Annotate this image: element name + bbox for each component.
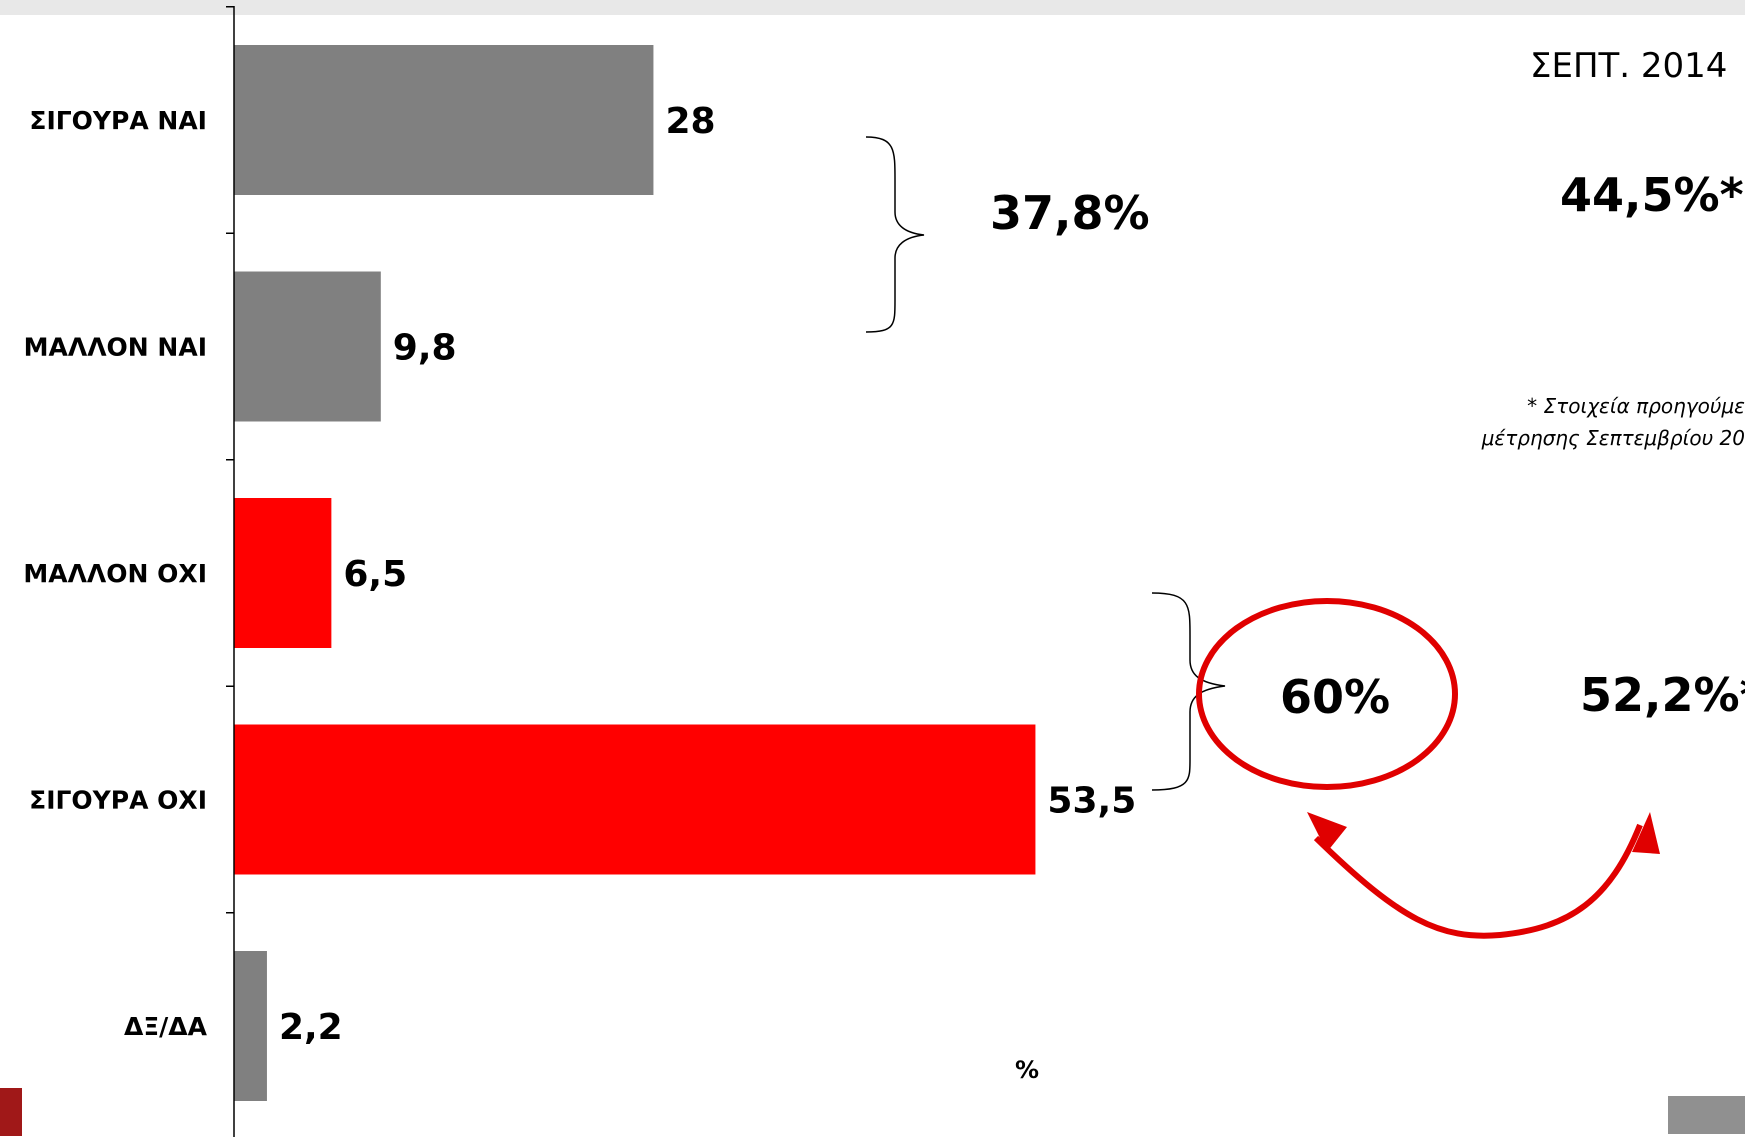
category-label: ΣΙΓΟΥΡΑ ΟΧΙ xyxy=(29,786,207,815)
no-group-brace xyxy=(1151,592,1226,791)
corner-mark xyxy=(1668,1096,1745,1134)
no-total: 60% xyxy=(1280,670,1391,724)
category-label: ΔΞ/ΔΑ xyxy=(124,1012,208,1041)
value-label: 9,8 xyxy=(393,328,457,369)
bar xyxy=(234,45,654,195)
bar xyxy=(234,271,381,422)
bar xyxy=(234,724,1036,875)
value-label: 28 xyxy=(665,101,715,142)
yes-group-brace xyxy=(865,136,925,333)
value-label: 6,5 xyxy=(343,554,407,595)
category-labels: ΣΙΓΟΥΡΑ ΝΑΙ ΜΑΛΛΟΝ ΝΑΙ ΜΑΛΛΟΝ ΟΧΙ ΣΙΓΟΥΡΑ Ο… xyxy=(23,106,207,1041)
comparison-arrow-curve xyxy=(1313,823,1643,939)
footnote-line-1: * Στοιχεία προηγούμε xyxy=(1527,394,1745,418)
period-label: ΣΕΠΤ. 2014 xyxy=(1530,46,1728,86)
value-labels: 28 9,8 6,5 53,5 2,2 xyxy=(279,101,1136,1048)
previous-no-total: 52,2%* xyxy=(1580,668,1745,722)
footnote: * Στοιχεία προηγούμε μέτρησης Σεπτεμβρίο… xyxy=(1482,390,1745,454)
highlight-circle xyxy=(1196,598,1458,790)
value-label: 2,2 xyxy=(279,1007,343,1048)
category-label: ΣΙΓΟΥΡΑ ΝΑΙ xyxy=(29,106,207,135)
value-label: 53,5 xyxy=(1047,781,1136,822)
bar xyxy=(234,951,267,1101)
axis-ticks xyxy=(226,6,234,914)
category-label: ΜΑΛΛΟΝ ΟΧΙ xyxy=(23,559,207,588)
yes-total: 37,8% xyxy=(990,186,1150,240)
top-band xyxy=(0,0,1745,15)
unit-label: % xyxy=(1015,1056,1040,1084)
footnote-line-2: μέτρησης Σεπτεμβρίου 20 xyxy=(1481,426,1745,450)
logo-mark xyxy=(0,1088,22,1136)
bar xyxy=(234,498,332,648)
arrow-head-left xyxy=(1307,812,1347,852)
arrow-head-right xyxy=(1632,812,1660,854)
bars-group xyxy=(234,45,1036,1101)
previous-yes-total: 44,5%* xyxy=(1560,168,1744,222)
category-label: ΜΑΛΛΟΝ ΝΑΙ xyxy=(24,333,207,362)
